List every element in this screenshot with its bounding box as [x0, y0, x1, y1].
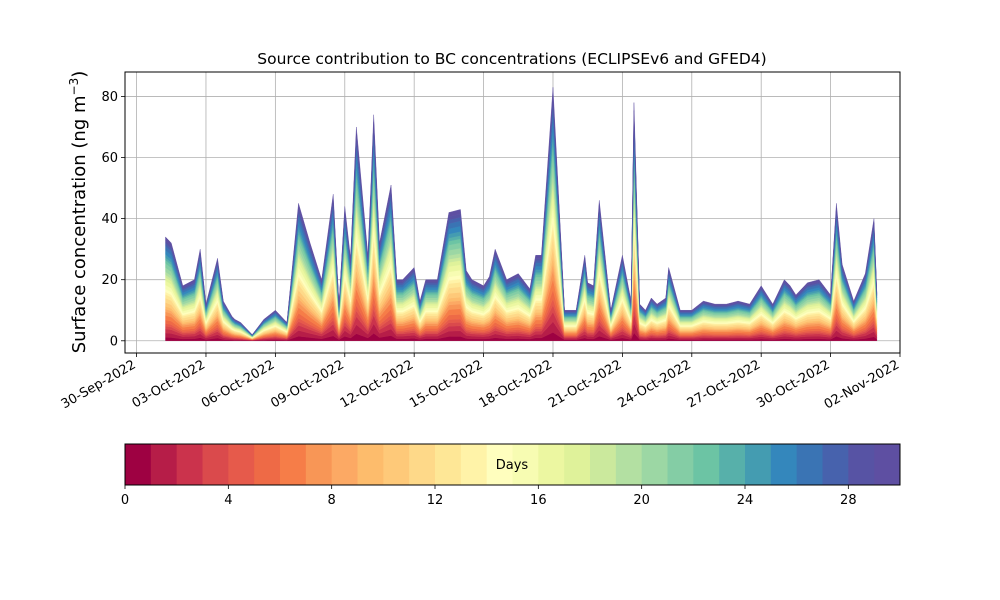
x-tick-label: 27-Oct-2022: [685, 357, 763, 411]
x-tick-label: 03-Oct-2022: [130, 357, 208, 411]
y-tick-label: 40: [101, 212, 118, 227]
colorbar-swatch: [848, 444, 875, 485]
stacked-areas: [165, 87, 878, 341]
colorbar-swatch: [150, 444, 178, 485]
colorbar-swatch: [796, 444, 823, 485]
colorbar-tick-label: 28: [840, 493, 857, 508]
colorbar-swatch: [693, 444, 720, 485]
y-axis-label-close: ): [69, 71, 90, 78]
colorbar-swatch: [615, 444, 643, 485]
colorbar-swatch: [409, 444, 436, 485]
colorbar-swatch: [641, 444, 668, 485]
chart-title: Source contribution to BC concentrations…: [257, 50, 766, 68]
colorbar-frame: [124, 443, 901, 486]
colorbar-swatch: [357, 444, 384, 485]
colorbar-swatch: [667, 444, 694, 485]
colorbar-swatch: [538, 444, 565, 485]
colorbar: 0 4 8 12 16 20 24 28: [121, 443, 901, 508]
colorbar-swatch: [280, 444, 307, 485]
x-tick-label: 21-Oct-2022: [546, 357, 624, 411]
x-tick-label: 24-Oct-2022: [615, 357, 693, 411]
colorbar-swatch: [202, 444, 229, 485]
x-tick-label: 15-Oct-2022: [407, 357, 485, 411]
x-tick-label: 09-Oct-2022: [268, 357, 346, 411]
colorbar-tick-label: 0: [121, 493, 129, 508]
colorbar-swatch: [383, 444, 410, 485]
colorbar-tick-label: 4: [224, 493, 232, 508]
colorbar-tick-label: 24: [737, 493, 754, 508]
colorbar-swatch: [822, 444, 849, 485]
colorbar-swatch: [564, 444, 591, 485]
colorbar-swatch: [176, 444, 203, 485]
x-tick-label: 02-Nov-2022: [822, 357, 902, 412]
y-tick-label: 80: [101, 90, 118, 105]
y-axis-label: Surface concentration (ng m−3): [67, 71, 90, 354]
y-tick-label: 0: [110, 334, 118, 349]
colorbar-label: Days: [496, 458, 529, 473]
colorbar-tick-label: 8: [328, 493, 336, 508]
colorbar-swatch: [512, 444, 539, 485]
area-band-day-29: [165, 87, 878, 336]
x-axis: 30-Sep-202203-Oct-202206-Oct-202209-Oct-…: [59, 353, 902, 412]
colorbar-swatch: [770, 444, 798, 485]
colorbar-swatch: [435, 444, 462, 485]
colorbar-swatch: [125, 444, 152, 485]
colorbar-swatch: [745, 444, 772, 485]
y-axis-label-sup: −3: [67, 78, 81, 96]
plot-area: [124, 71, 901, 354]
x-tick-label: 06-Oct-2022: [199, 357, 277, 411]
plot-frame: [124, 71, 901, 354]
colorbar-swatch: [331, 444, 358, 485]
y-axis-label-main: Surface concentration (ng m: [69, 95, 90, 353]
x-tick-label: 30-Sep-2022: [59, 357, 139, 412]
colorbar-tick-label: 12: [427, 493, 444, 508]
y-axis: 0 20 40 60 80: [101, 90, 125, 349]
colorbar-swatch: [719, 444, 746, 485]
y-tick-label: 20: [101, 273, 118, 288]
colorbar-swatch: [874, 444, 901, 485]
x-tick-label: 18-Oct-2022: [477, 357, 555, 411]
x-tick-label: 12-Oct-2022: [338, 357, 416, 411]
colorbar-swatch: [486, 444, 513, 485]
colorbar-swatch: [590, 444, 617, 485]
colorbar-tick-label: 20: [633, 493, 650, 508]
x-tick-label: 30-Oct-2022: [754, 357, 832, 411]
colorbar-swatch: [228, 444, 255, 485]
colorbar-swatch: [460, 444, 488, 485]
colorbar-swatch: [254, 444, 281, 485]
colorbar-tick-label: 16: [530, 493, 547, 508]
colorbar-swatch: [305, 444, 333, 485]
y-tick-label: 60: [101, 151, 118, 166]
